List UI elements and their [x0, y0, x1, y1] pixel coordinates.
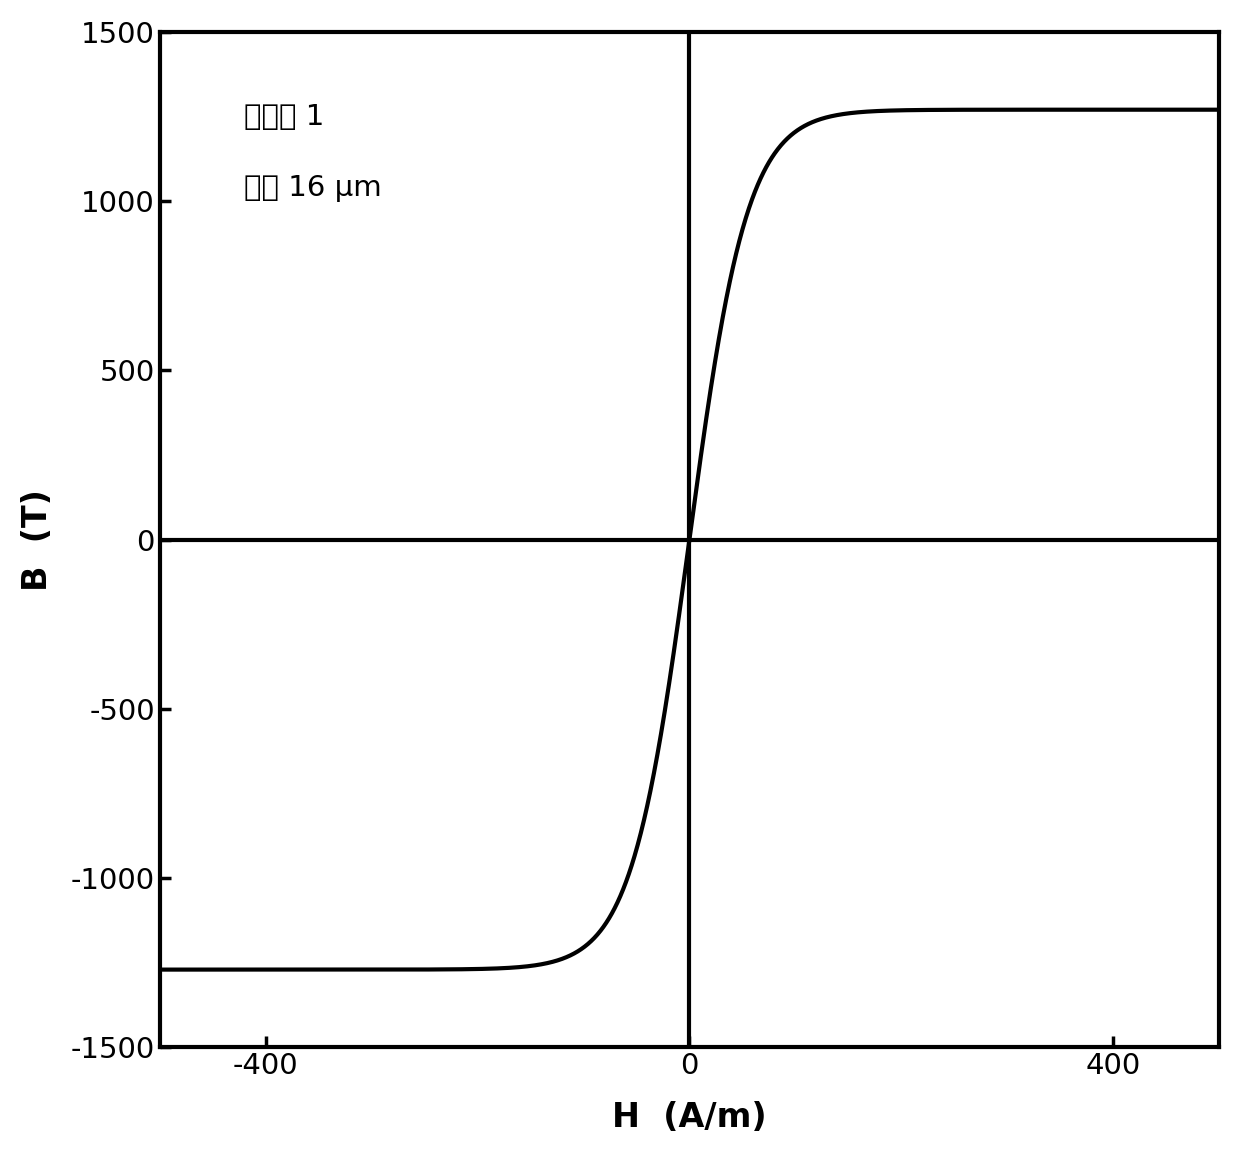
Text: 实施例 1: 实施例 1	[244, 103, 325, 131]
Text: 厚度 16 μm: 厚度 16 μm	[244, 174, 382, 202]
X-axis label: H  (A/m): H (A/m)	[613, 1101, 766, 1134]
Y-axis label: B  (T): B (T)	[21, 489, 53, 590]
